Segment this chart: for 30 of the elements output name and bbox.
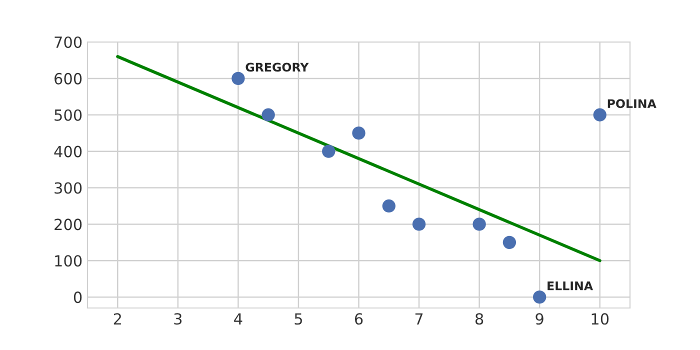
- x-tick-label: 9: [536, 313, 544, 325]
- point: [352, 126, 366, 140]
- point: [502, 236, 516, 249]
- y-tick-label: 700: [54, 36, 82, 48]
- y-tick-label: 600: [54, 72, 82, 84]
- x-tick-label: 6: [354, 313, 363, 325]
- annotation: GREGORY: [246, 62, 309, 72]
- point: [532, 290, 546, 304]
- point: [593, 108, 606, 122]
- y-tick-label: 200: [54, 218, 82, 230]
- x-tick-label: 3: [174, 313, 182, 325]
- y-tick-label: 300: [54, 182, 82, 194]
- annotation: ELLINA: [548, 282, 593, 290]
- y-tick-label: 500: [54, 109, 82, 121]
- point: [262, 108, 275, 122]
- point: [412, 218, 426, 231]
- point: [472, 218, 486, 231]
- point: [322, 144, 336, 158]
- x-tick-label: 4: [234, 313, 242, 324]
- y-tick-label: 400: [54, 146, 82, 158]
- x-tick-label: 7: [415, 313, 423, 324]
- annotation: POLINA: [608, 99, 656, 108]
- y-tick-label: 0: [74, 292, 82, 304]
- y-tick-label: 100: [55, 255, 82, 267]
- x-tick-label: 8: [475, 313, 484, 325]
- x-tick-label: 10: [592, 313, 609, 325]
- point: [232, 72, 245, 86]
- point: [382, 199, 396, 213]
- x-tick-label: 5: [294, 313, 302, 325]
- x-tick-label: 2: [114, 313, 121, 324]
